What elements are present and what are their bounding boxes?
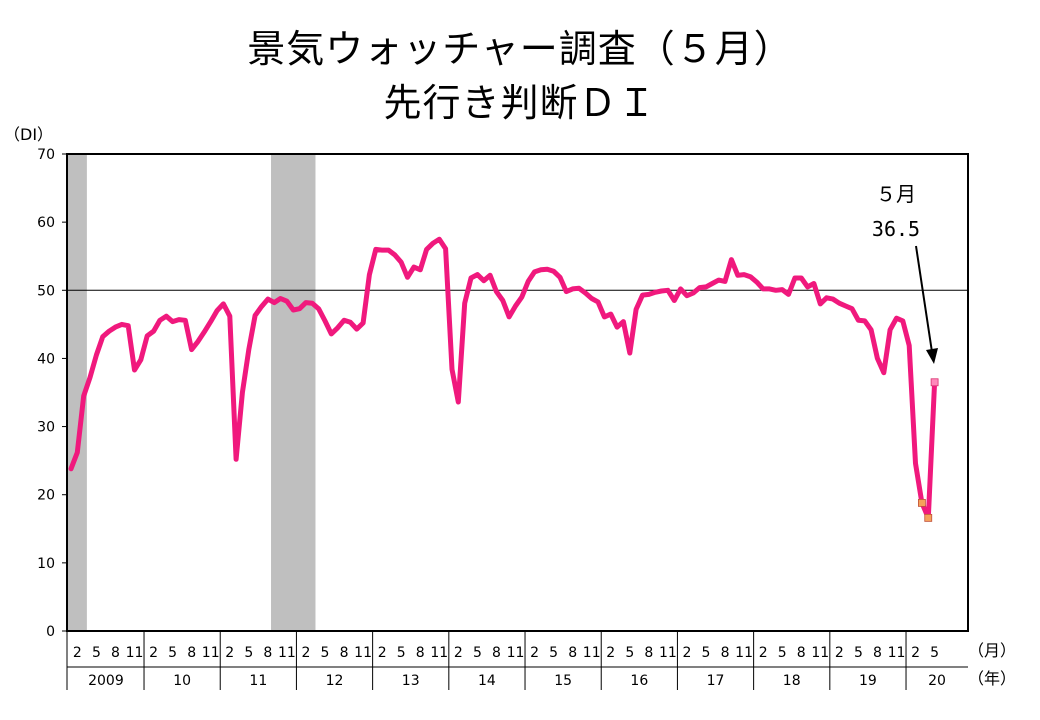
x-axis-month-unit: （月） — [968, 641, 1016, 660]
x-tick-label-month: 8 — [568, 645, 577, 661]
x-tick-label-month: 2 — [73, 645, 82, 661]
x-tick-label-month: 11 — [583, 645, 601, 661]
x-tick-label-month: 11 — [811, 645, 829, 661]
x-axis-year-unit: （年） — [968, 669, 1016, 688]
y-tick-label-30: 30 — [37, 420, 55, 436]
shaded-period-0 — [67, 154, 87, 631]
annotation-value-label: 36.5 — [872, 217, 920, 241]
x-tick-label-month: 5 — [702, 645, 711, 661]
x-tick-label-month: 5 — [854, 645, 863, 661]
series-line-0 — [68, 236, 938, 521]
x-tick-label-month: 8 — [873, 645, 882, 661]
latest-value-annotation: ５月 36.5 — [872, 182, 938, 364]
x-tick-label-month: 8 — [797, 645, 806, 661]
x-tick-label-month: 2 — [530, 645, 539, 661]
x-tick-label-month: 11 — [735, 645, 753, 661]
x-tick-label-month: 2 — [835, 645, 844, 661]
x-tick-label-month: 2 — [911, 645, 920, 661]
data-point-marker — [924, 513, 933, 522]
x-tick-label-year: 16 — [630, 673, 648, 689]
x-tick-label-month: 2 — [225, 645, 234, 661]
x-tick-label-month: 5 — [778, 645, 787, 661]
x-tick-label-year: 12 — [326, 673, 344, 689]
highlight-markers — [918, 378, 939, 522]
x-tick-label-month: 2 — [606, 645, 615, 661]
x-tick-label-month: 5 — [168, 645, 177, 661]
x-tick-label-month: 2 — [454, 645, 463, 661]
x-tick-label-month: 8 — [340, 645, 349, 661]
x-tick-label-year: 13 — [402, 673, 420, 689]
annotation-month-label: ５月 — [876, 182, 916, 206]
x-tick-label-month: 5 — [930, 645, 939, 661]
plot-area-frame — [66, 153, 969, 632]
x-tick-label-month: 5 — [397, 645, 406, 661]
x-tick-label-month: 5 — [92, 645, 101, 661]
x-tick-label-year: 17 — [707, 673, 725, 689]
x-tick-label-month: 5 — [625, 645, 634, 661]
data-point-marker — [918, 498, 926, 507]
x-tick-label-month: 11 — [659, 645, 677, 661]
x-tick-label-year: 19 — [859, 673, 877, 689]
x-tick-label-month: 5 — [244, 645, 253, 661]
x-tick-label-year: 2009 — [88, 673, 124, 689]
x-tick-label-month: 5 — [321, 645, 330, 661]
x-tick-label-month: 8 — [187, 645, 196, 661]
y-tick-label-10: 10 — [37, 556, 55, 572]
x-tick-label-year: 20 — [928, 673, 946, 689]
annotation-arrow-head — [926, 348, 938, 364]
y-tick-label-0: 0 — [46, 624, 55, 640]
series-layer — [68, 236, 938, 521]
y-tick-label-60: 60 — [37, 215, 55, 231]
x-tick-label-month: 8 — [416, 645, 425, 661]
x-tick-label-month: 5 — [549, 645, 558, 661]
shaded-periods — [67, 154, 316, 631]
x-tick-label-month: 2 — [759, 645, 768, 661]
x-tick-label-year: 14 — [478, 673, 496, 689]
y-tick-label-70: 70 — [37, 147, 55, 163]
y-tick-label-20: 20 — [37, 488, 55, 504]
x-tick-label-month: 2 — [301, 645, 310, 661]
x-tick-label-year: 15 — [554, 673, 572, 689]
x-tick-label-month: 11 — [507, 645, 525, 661]
x-tick-label-month: 11 — [888, 645, 906, 661]
shaded-period-1 — [271, 154, 316, 631]
x-tick-label-month: 2 — [378, 645, 387, 661]
chart-title: 景気ウォッチャー調査（５月） — [247, 27, 793, 71]
data-point-marker — [930, 378, 939, 387]
x-tick-label-month: 2 — [682, 645, 691, 661]
x-tick-label-month: 11 — [202, 645, 220, 661]
x-tick-label-month: 8 — [111, 645, 120, 661]
y-axis-ticks: 0 10 20 30 40 50 60 70 — [37, 147, 67, 640]
x-tick-label-month: 8 — [492, 645, 501, 661]
x-tick-label-month: 8 — [721, 645, 730, 661]
x-tick-label-month: 11 — [430, 645, 448, 661]
x-tick-label-month: 11 — [278, 645, 296, 661]
x-tick-label-year: 10 — [173, 673, 191, 689]
x-tick-label-month: 11 — [126, 645, 144, 661]
y-axis-unit-label: （DI） — [4, 125, 53, 144]
x-tick-label-month: 8 — [263, 645, 272, 661]
y-tick-label-50: 50 — [37, 283, 55, 299]
x-tick-label-month: 8 — [644, 645, 653, 661]
x-tick-label-month: 11 — [354, 645, 372, 661]
chart-subtitle: 先行き判断ＤＩ — [383, 81, 657, 125]
y-tick-label-40: 40 — [37, 351, 55, 367]
x-tick-label-year: 18 — [783, 673, 801, 689]
x-tick-label-month: 5 — [473, 645, 482, 661]
x-tick-label-year: 11 — [249, 673, 267, 689]
x-tick-label-month: 2 — [149, 645, 158, 661]
annotation-arrow-shaft — [915, 245, 933, 353]
